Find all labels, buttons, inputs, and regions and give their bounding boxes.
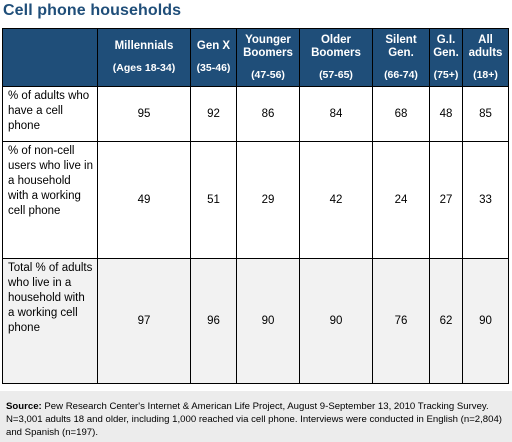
header-cell-older-boomers: Older Boomers (57-65): [299, 28, 373, 87]
table-cell: 29: [236, 141, 300, 259]
table-row: % of non-cell users who live in a househ…: [2, 141, 509, 259]
header-row: Millennials (Ages 18-34) Gen X (35-46) Y…: [2, 28, 509, 87]
source-note: Source: Pew Research Center's Internet &…: [0, 391, 512, 442]
table-cell: 85: [462, 86, 509, 142]
table-cell: 76: [372, 258, 430, 384]
table-cell: 51: [190, 141, 237, 259]
column-range: (35-46): [196, 62, 231, 74]
table-row: Total % of adults who live in a househol…: [2, 258, 509, 384]
table-cell: 84: [299, 86, 373, 142]
cell-phone-households-table: Millennials (Ages 18-34) Gen X (35-46) Y…: [2, 28, 509, 384]
column-range: (18+): [473, 68, 498, 81]
header-cell-all-adults: All adults (18+): [462, 28, 509, 87]
column-range: (47-56): [251, 68, 285, 81]
row-label: % of non-cell users who live in a househ…: [2, 141, 98, 259]
column-range: (75+): [433, 68, 459, 81]
table-cell: 62: [429, 258, 463, 384]
table-cell: 92: [190, 86, 237, 142]
column-label: Gen X: [196, 40, 231, 52]
source-text: Pew Research Center's Internet & America…: [6, 401, 503, 438]
column-label: Millennials: [114, 40, 174, 52]
table-cell: 96: [190, 258, 237, 384]
table-cell: 33: [462, 141, 509, 259]
header-cell-millennials: Millennials (Ages 18-34): [97, 28, 191, 87]
table-row: % of adults who have a cell phone 95 92 …: [2, 86, 509, 142]
table-cell: 49: [97, 141, 191, 259]
table-cell: 27: [429, 141, 463, 259]
row-label: Total % of adults who live in a househol…: [2, 258, 98, 384]
table-cell: 42: [299, 141, 373, 259]
table-cell: 90: [299, 258, 373, 384]
column-label: Younger Boomers: [243, 33, 293, 59]
page-title: Cell phone households: [3, 2, 182, 19]
column-range: (Ages 18-34): [112, 62, 176, 74]
header-cell-silent-gen: Silent Gen. (66-74): [372, 28, 430, 87]
row-label: % of adults who have a cell phone: [2, 86, 98, 142]
table-cell: 48: [429, 86, 463, 142]
header-cell-younger-boomers: Younger Boomers (47-56): [236, 28, 300, 87]
header-cell-blank: [2, 28, 98, 87]
column-range: (66-74): [384, 68, 418, 81]
column-label: Older Boomers: [311, 33, 361, 59]
table-cell: 95: [97, 86, 191, 142]
column-label: Silent Gen.: [385, 33, 417, 59]
header-cell-gi-gen: G.I. Gen. (75+): [429, 28, 463, 87]
source-prefix: Source:: [6, 401, 42, 412]
table-cell: 90: [462, 258, 509, 384]
column-range: (57-65): [319, 68, 353, 81]
column-label: All adults: [468, 33, 503, 59]
column-label: G.I. Gen.: [433, 33, 459, 59]
table-cell: 68: [372, 86, 430, 142]
table-cell: 90: [236, 258, 300, 384]
header-cell-gen-x: Gen X (35-46): [190, 28, 237, 87]
table-cell: 24: [372, 141, 430, 259]
table-cell: 97: [97, 258, 191, 384]
table-cell: 86: [236, 86, 300, 142]
